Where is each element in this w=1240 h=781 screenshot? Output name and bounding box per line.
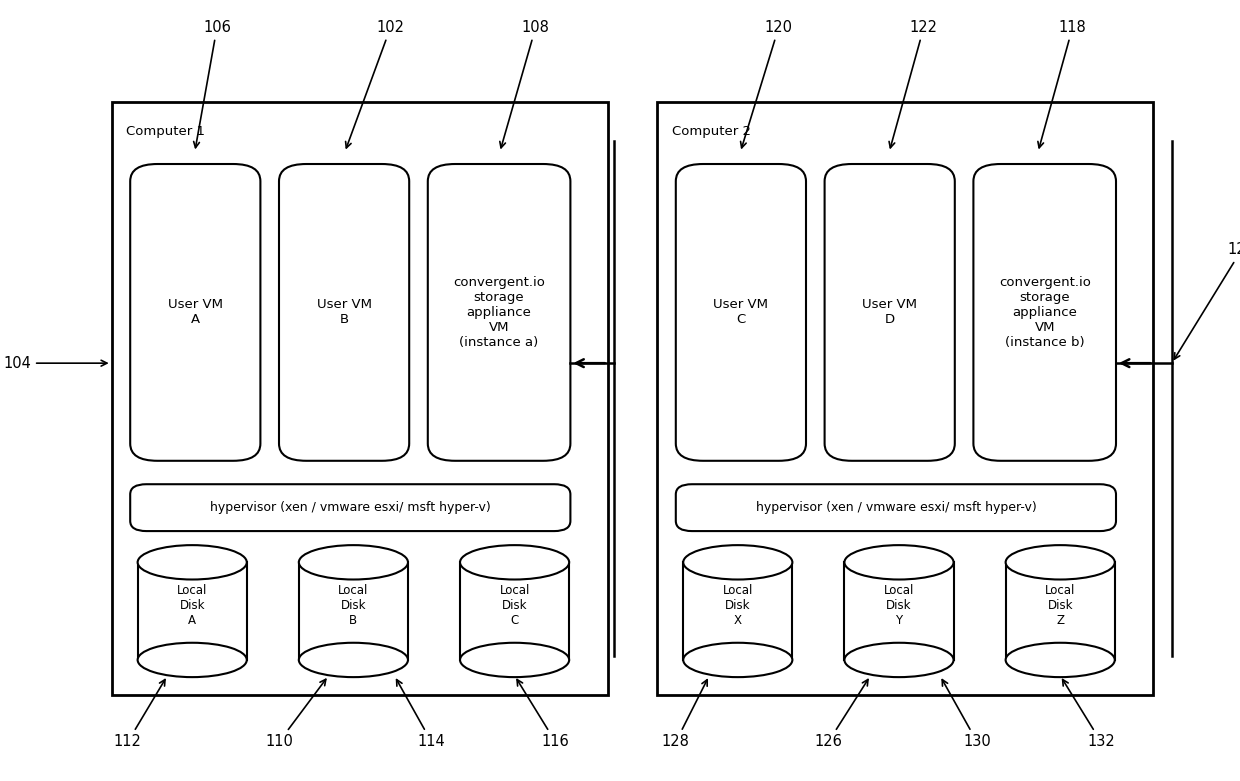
Text: 124: 124 — [1174, 242, 1240, 359]
Text: 118: 118 — [1038, 20, 1086, 148]
Text: 116: 116 — [517, 679, 569, 750]
Text: 120: 120 — [740, 20, 792, 148]
Text: User VM
A: User VM A — [167, 298, 223, 326]
Ellipse shape — [299, 545, 408, 580]
Ellipse shape — [138, 545, 247, 580]
Ellipse shape — [460, 545, 569, 580]
Text: Local
Disk
C: Local Disk C — [500, 584, 529, 627]
FancyBboxPatch shape — [279, 164, 409, 461]
Text: hypervisor (xen / vmware esxi/ msft hyper-v): hypervisor (xen / vmware esxi/ msft hype… — [755, 501, 1037, 514]
Text: 106: 106 — [193, 20, 231, 148]
Text: 132: 132 — [1063, 679, 1115, 750]
Text: Computer 2: Computer 2 — [672, 125, 751, 138]
FancyBboxPatch shape — [428, 164, 570, 461]
Text: convergent.io
storage
appliance
VM
(instance a): convergent.io storage appliance VM (inst… — [453, 276, 546, 349]
Polygon shape — [138, 562, 247, 660]
Text: 104: 104 — [4, 355, 107, 371]
Ellipse shape — [844, 545, 954, 580]
FancyBboxPatch shape — [130, 164, 260, 461]
Text: 122: 122 — [889, 20, 937, 148]
Text: 114: 114 — [397, 679, 445, 750]
Ellipse shape — [683, 545, 792, 580]
Bar — [657, 102, 1153, 695]
Ellipse shape — [299, 643, 408, 677]
Text: 128: 128 — [662, 679, 707, 750]
Polygon shape — [683, 562, 792, 660]
Text: User VM
D: User VM D — [862, 298, 918, 326]
Text: 130: 130 — [942, 679, 991, 750]
Polygon shape — [460, 562, 569, 660]
Text: Computer 1: Computer 1 — [126, 125, 206, 138]
Bar — [112, 102, 608, 695]
Text: hypervisor (xen / vmware esxi/ msft hyper-v): hypervisor (xen / vmware esxi/ msft hype… — [210, 501, 491, 514]
Text: 102: 102 — [346, 20, 404, 148]
Polygon shape — [299, 562, 408, 660]
Text: Local
Disk
Y: Local Disk Y — [884, 584, 914, 627]
Ellipse shape — [460, 643, 569, 677]
Text: 112: 112 — [114, 679, 165, 750]
FancyBboxPatch shape — [130, 484, 570, 531]
FancyBboxPatch shape — [825, 164, 955, 461]
Text: 110: 110 — [265, 679, 326, 750]
Text: Local
Disk
B: Local Disk B — [339, 584, 368, 627]
Ellipse shape — [844, 643, 954, 677]
Ellipse shape — [138, 643, 247, 677]
FancyBboxPatch shape — [973, 164, 1116, 461]
Ellipse shape — [683, 643, 792, 677]
Text: Local
Disk
Z: Local Disk Z — [1045, 584, 1075, 627]
Text: 126: 126 — [815, 679, 868, 750]
Text: User VM
B: User VM B — [316, 298, 372, 326]
Text: Local
Disk
A: Local Disk A — [177, 584, 207, 627]
Polygon shape — [1006, 562, 1115, 660]
Text: convergent.io
storage
appliance
VM
(instance b): convergent.io storage appliance VM (inst… — [998, 276, 1091, 349]
Ellipse shape — [1006, 643, 1115, 677]
Text: 108: 108 — [500, 20, 549, 148]
Text: Local
Disk
X: Local Disk X — [723, 584, 753, 627]
Ellipse shape — [1006, 545, 1115, 580]
FancyBboxPatch shape — [676, 484, 1116, 531]
FancyBboxPatch shape — [676, 164, 806, 461]
Text: User VM
C: User VM C — [713, 298, 769, 326]
Polygon shape — [844, 562, 954, 660]
